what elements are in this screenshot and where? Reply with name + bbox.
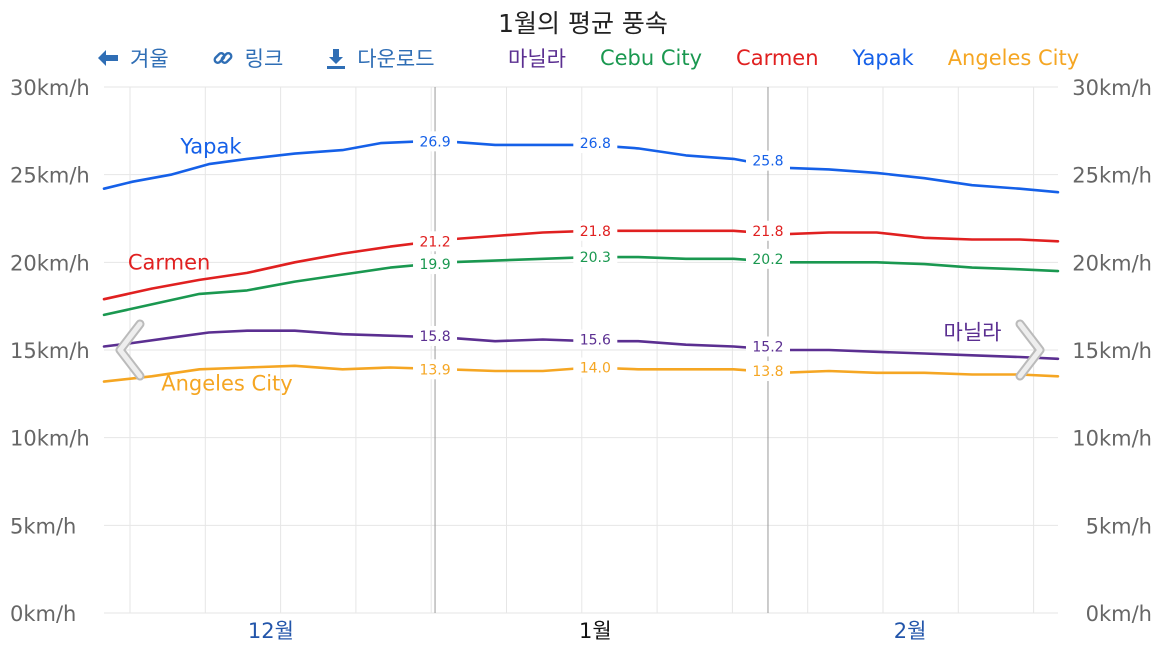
data-label-bg	[573, 329, 618, 350]
y-tick-label-left: 0km/h	[10, 602, 76, 626]
series-inline-label: Angeles City	[161, 371, 292, 395]
data-label: 20.3	[580, 250, 611, 266]
back-button[interactable]: 겨울	[96, 43, 169, 73]
y-tick-label-right: 15km/h	[1072, 339, 1152, 363]
series-inline-label: 마닐라	[944, 320, 1002, 344]
y-tick-label-right: 10km/h	[1072, 427, 1152, 451]
data-label-bg	[745, 336, 790, 357]
arrow-left-icon	[98, 50, 118, 66]
y-tick-label-left: 30km/h	[10, 76, 90, 100]
download-icon	[327, 49, 346, 69]
data-label-bg	[573, 357, 618, 378]
toolbar: 겨울 링크 다운로드	[96, 42, 477, 74]
legend-item-carmen[interactable]: Carmen	[736, 46, 819, 70]
data-label: 25.8	[752, 154, 783, 170]
legend-item-angeles-city[interactable]: Angeles City	[947, 46, 1080, 70]
x-month-label: 2월	[894, 619, 927, 643]
data-label-bg	[413, 131, 458, 152]
x-month-label: 1월	[579, 619, 612, 643]
chevron-left-icon[interactable]	[110, 318, 150, 382]
data-label: 21.2	[419, 234, 450, 250]
legend-item-cebu-city[interactable]: Cebu City	[599, 46, 703, 70]
link-label: 링크	[244, 47, 284, 71]
link-button[interactable]: 링크	[211, 43, 284, 73]
data-label: 15.6	[580, 332, 611, 348]
data-label: 13.9	[419, 362, 450, 378]
back-label: 겨울	[130, 47, 169, 71]
y-tick-label-left: 20km/h	[10, 251, 90, 275]
data-label-bg	[413, 231, 458, 252]
data-label: 19.9	[419, 257, 450, 273]
chart-title: 1월의 평균 풍속	[498, 9, 668, 38]
data-label: 14.0	[580, 361, 611, 377]
chevron-right-icon[interactable]	[1010, 318, 1050, 382]
legend-item-manila[interactable]: 마닐라	[508, 47, 566, 71]
series-inline-label: Carmen	[128, 250, 210, 274]
y-tick-label-left: 5km/h	[10, 514, 76, 538]
data-label-bg	[413, 325, 458, 346]
data-label-bg	[745, 248, 790, 269]
legend: 마닐라 Cebu City Carmen Yapak Angeles City	[508, 42, 1113, 74]
data-label-bg	[573, 220, 618, 241]
y-tick-label-right: 0km/h	[1086, 602, 1152, 626]
download-label: 다운로드	[357, 47, 435, 71]
y-tick-label-right: 20km/h	[1072, 251, 1152, 275]
y-tick-label-right: 30km/h	[1072, 76, 1152, 100]
data-label: 15.2	[752, 339, 783, 355]
data-label-bg	[745, 150, 790, 171]
data-label: 15.8	[419, 329, 450, 345]
y-tick-label-left: 10km/h	[10, 427, 90, 451]
y-tick-label-right: 25km/h	[1072, 164, 1152, 188]
data-label-bg	[413, 359, 458, 380]
data-label: 21.8	[580, 224, 611, 240]
data-label: 26.8	[580, 136, 611, 152]
data-label: 21.8	[752, 224, 783, 240]
x-month-label: 12월	[248, 619, 294, 643]
y-tick-label-left: 25km/h	[10, 164, 90, 188]
link-icon	[213, 52, 233, 64]
y-tick-label-left: 15km/h	[10, 339, 90, 363]
data-label-bg	[745, 220, 790, 241]
series-line-3	[102, 140, 1060, 194]
data-label-bg	[573, 133, 618, 154]
series-line-0	[102, 329, 1060, 361]
data-label: 26.9	[419, 134, 450, 150]
data-label: 13.8	[752, 364, 783, 380]
data-label: 20.2	[752, 252, 783, 268]
y-tick-label-right: 5km/h	[1086, 514, 1152, 538]
series-inline-label: Yapak	[179, 135, 242, 159]
data-label-bg	[573, 247, 618, 268]
data-label-bg	[413, 254, 458, 275]
data-label-bg	[745, 361, 790, 382]
legend-item-yapak[interactable]: Yapak	[852, 46, 914, 70]
download-button[interactable]: 다운로드	[325, 43, 435, 73]
